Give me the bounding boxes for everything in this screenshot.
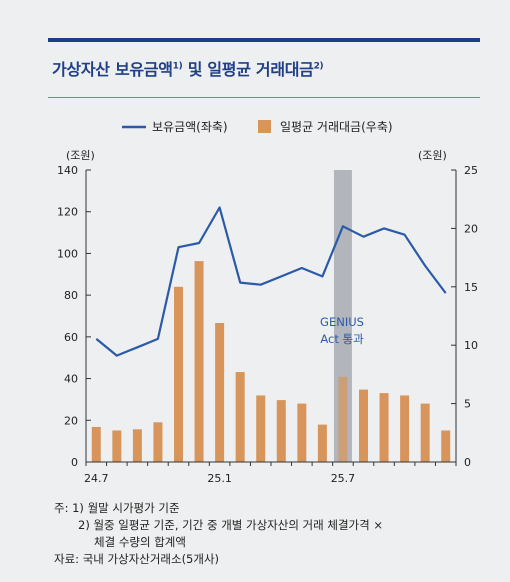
line-holdings	[95, 206, 447, 357]
title-rule	[48, 97, 480, 98]
bar-5	[194, 261, 204, 462]
left-tick-label-40: 40	[64, 373, 78, 386]
left-tick-label-80: 80	[64, 289, 78, 302]
note-2b: 체결 수량의 합계액	[94, 535, 186, 549]
bar-11	[317, 424, 327, 462]
left-tick-label-120: 120	[57, 206, 78, 219]
left-tick-label-60: 60	[64, 331, 78, 344]
bar-6	[215, 323, 225, 462]
bar-4	[174, 286, 183, 462]
combo-chart: 보유금액(좌축) 일평균 거래대금(우축) 0 20 40 60 80 100 120 140 0…	[57, 120, 478, 485]
bar-9	[276, 400, 286, 462]
highlight-label-1: GENIUS	[320, 315, 364, 329]
left-tick-label-20: 20	[64, 414, 78, 427]
bar-15	[400, 395, 410, 462]
x-tick-label-25.1: 25.1	[207, 472, 232, 485]
bar-16	[420, 403, 430, 462]
bar-17	[441, 430, 451, 462]
note-2a: 2) 월중 일평균 기준, 기간 중 개별 가상자산의 거래 체결가격 ×	[78, 518, 383, 532]
x-tick-label-25.7: 25.7	[331, 472, 356, 485]
legend-line-label: 보유금액(좌축)	[152, 120, 228, 134]
right-tick-label-0: 0	[464, 456, 471, 469]
left-tick-label-0: 0	[71, 456, 78, 469]
left-tick-label-140: 140	[57, 164, 78, 177]
legend-bar-label: 일평균 거래대금(우축)	[280, 120, 393, 134]
bar-0	[91, 426, 101, 462]
right-tick-label-5: 5	[464, 398, 471, 411]
right-tick-label-10: 10	[464, 339, 478, 352]
chart-title: 가상자산 보유금액1) 및 일평균 거래대금2)	[52, 60, 324, 79]
right-tick-label-25: 25	[464, 164, 478, 177]
left-axis-unit: (조원)	[66, 149, 95, 162]
highlight-label-2: Act 통과	[320, 332, 364, 346]
bar-7	[235, 372, 245, 462]
bar-10	[297, 403, 307, 462]
bar-1	[112, 430, 122, 462]
bar-3	[153, 422, 163, 462]
x-tick-label-24.7: 24.7	[84, 472, 109, 485]
left-tick-label-100: 100	[57, 247, 78, 260]
source-note: 자료: 국내 가상자산거래소(5개사)	[54, 552, 220, 566]
bar-2	[132, 429, 142, 462]
bar-14	[379, 393, 389, 462]
note-1: 주: 1) 월말 시가평가 기준	[54, 501, 180, 515]
top-rule	[48, 38, 480, 42]
bar-13	[359, 389, 368, 462]
bar-8	[256, 395, 266, 462]
footnotes: 주: 1) 월말 시가평가 기준 2) 월중 일평균 기준, 기간 중 개별 가…	[54, 500, 383, 568]
legend-bar-swatch	[258, 120, 271, 133]
right-tick-label-20: 20	[464, 222, 478, 235]
right-axis-unit: (조원)	[418, 149, 447, 162]
bar-12	[338, 376, 348, 462]
right-tick-label-15: 15	[464, 281, 478, 294]
